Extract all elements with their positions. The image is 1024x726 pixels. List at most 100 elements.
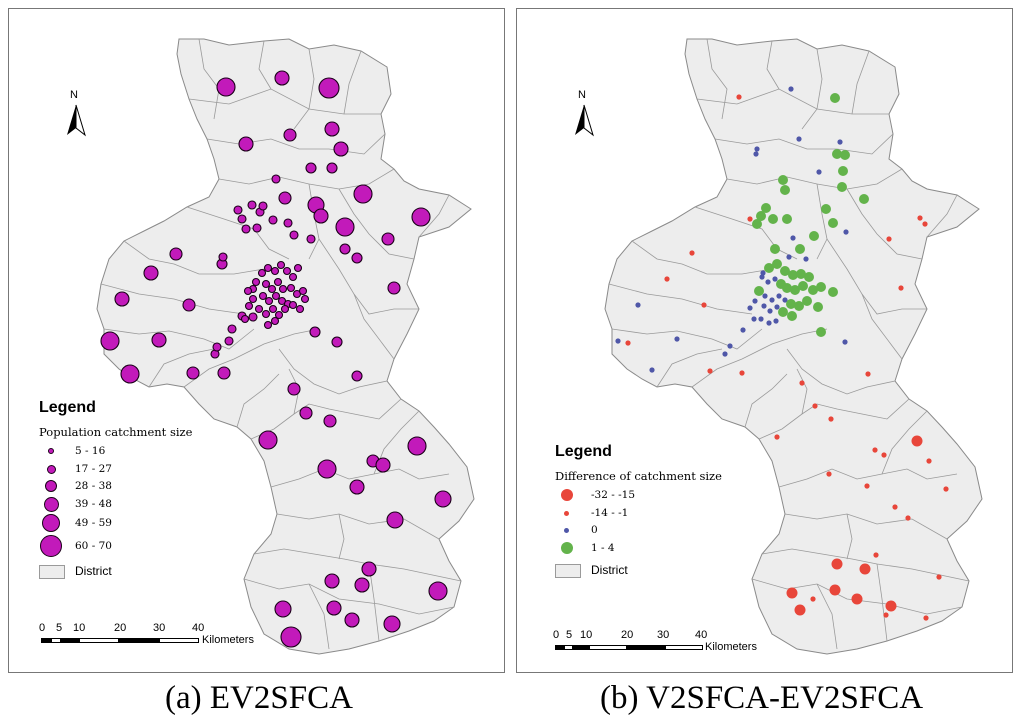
- difference-point: [774, 304, 780, 310]
- district-boundary: [751, 578, 963, 615]
- district-boundary: [694, 206, 798, 260]
- district-boundary: [706, 38, 728, 120]
- difference-point: [739, 370, 745, 376]
- catchment-point: [182, 298, 196, 312]
- legend-label: 0: [591, 524, 598, 536]
- district-boundary: [270, 468, 450, 488]
- district-boundary: [338, 513, 345, 560]
- catchment-point: [273, 277, 283, 287]
- difference-point: [788, 270, 798, 280]
- difference-point: [772, 259, 782, 269]
- difference-point: [788, 86, 794, 92]
- difference-point: [851, 593, 863, 605]
- catchment-point: [326, 600, 342, 616]
- difference-point: [883, 612, 889, 618]
- catchment-point: [258, 430, 278, 450]
- catchment-point: [280, 626, 302, 648]
- difference-point: [780, 266, 790, 276]
- district-boundary: [846, 513, 853, 560]
- catchment-point: [263, 263, 273, 273]
- catchment-point: [274, 310, 284, 320]
- district-boundary: [243, 578, 455, 615]
- district-boundary: [338, 188, 415, 260]
- catchment-point: [407, 436, 427, 456]
- difference-point: [780, 185, 790, 195]
- difference-point: [798, 281, 808, 291]
- catchment-point: [143, 265, 159, 281]
- legend-label: 60 - 70: [75, 540, 112, 552]
- catchment-point: [241, 224, 251, 234]
- legend-class-1: -32 - -15: [555, 487, 785, 505]
- difference-point: [922, 221, 928, 227]
- difference-point: [794, 301, 804, 311]
- catchment-point: [283, 218, 293, 228]
- difference-point: [753, 151, 759, 157]
- district-boundary: [276, 513, 440, 540]
- catchment-point: [339, 243, 351, 255]
- difference-point: [796, 136, 802, 142]
- catchment-point: [361, 561, 377, 577]
- difference-point: [768, 214, 778, 224]
- legend-subtitle: Difference of catchment size: [555, 469, 722, 483]
- difference-point: [766, 320, 772, 326]
- catchment-point: [270, 266, 280, 276]
- map-panel-a: N Legend Population catchment size 5 - 1…: [8, 8, 505, 673]
- difference-point: [832, 149, 842, 159]
- difference-point: [786, 299, 796, 309]
- district-boundary: [198, 38, 220, 120]
- district-boundary: [183, 328, 320, 388]
- catchment-point: [309, 326, 321, 338]
- catchment-point: [324, 573, 340, 589]
- study-area-outline: [96, 38, 475, 655]
- catchment-point: [313, 208, 329, 224]
- catchment-point: [227, 324, 237, 334]
- district-boundary: [761, 548, 970, 582]
- difference-point: [911, 435, 923, 447]
- catchment-point: [258, 201, 268, 211]
- catchment-point: [349, 479, 365, 495]
- catchment-point: [151, 332, 167, 348]
- catchment-point: [295, 304, 305, 314]
- difference-point: [923, 615, 929, 621]
- catchment-point: [244, 301, 254, 311]
- north-label: N: [70, 89, 78, 101]
- catchment-point: [287, 382, 301, 396]
- district-boundary: [188, 88, 381, 115]
- catchment-point: [289, 230, 299, 240]
- difference-point: [767, 308, 773, 314]
- difference-point: [761, 203, 771, 213]
- difference-point: [816, 169, 822, 175]
- difference-point: [799, 380, 805, 386]
- scale-tick: 5: [56, 622, 63, 634]
- catchment-point: [224, 336, 234, 346]
- difference-point: [790, 285, 800, 295]
- difference-point: [796, 269, 806, 279]
- difference-point: [810, 596, 816, 602]
- symbol-icon: [42, 514, 60, 532]
- difference-point: [759, 274, 765, 280]
- difference-point: [816, 327, 826, 337]
- district-boundary: [278, 348, 388, 395]
- catchment-point: [288, 272, 298, 282]
- symbol-icon: [45, 480, 57, 492]
- district-boundary: [881, 410, 928, 475]
- district-boundary: [656, 348, 723, 388]
- district-boundary: [253, 548, 462, 582]
- catchment-point: [257, 268, 267, 278]
- district-boundary: [816, 183, 828, 260]
- difference-point: [764, 263, 774, 273]
- legend-label: 39 - 48: [75, 497, 112, 510]
- difference-point: [917, 215, 923, 221]
- difference-point: [772, 276, 778, 282]
- difference-point: [778, 175, 788, 185]
- symbol-icon: [561, 541, 573, 554]
- catchment-point: [248, 312, 258, 322]
- difference-point: [754, 286, 764, 296]
- difference-point: [776, 293, 782, 299]
- district-label: District: [75, 564, 112, 578]
- difference-point: [727, 343, 733, 349]
- catchment-point: [217, 366, 231, 380]
- catchment-point: [254, 304, 264, 314]
- catchment-point: [264, 296, 274, 306]
- district-boundary: [851, 50, 870, 115]
